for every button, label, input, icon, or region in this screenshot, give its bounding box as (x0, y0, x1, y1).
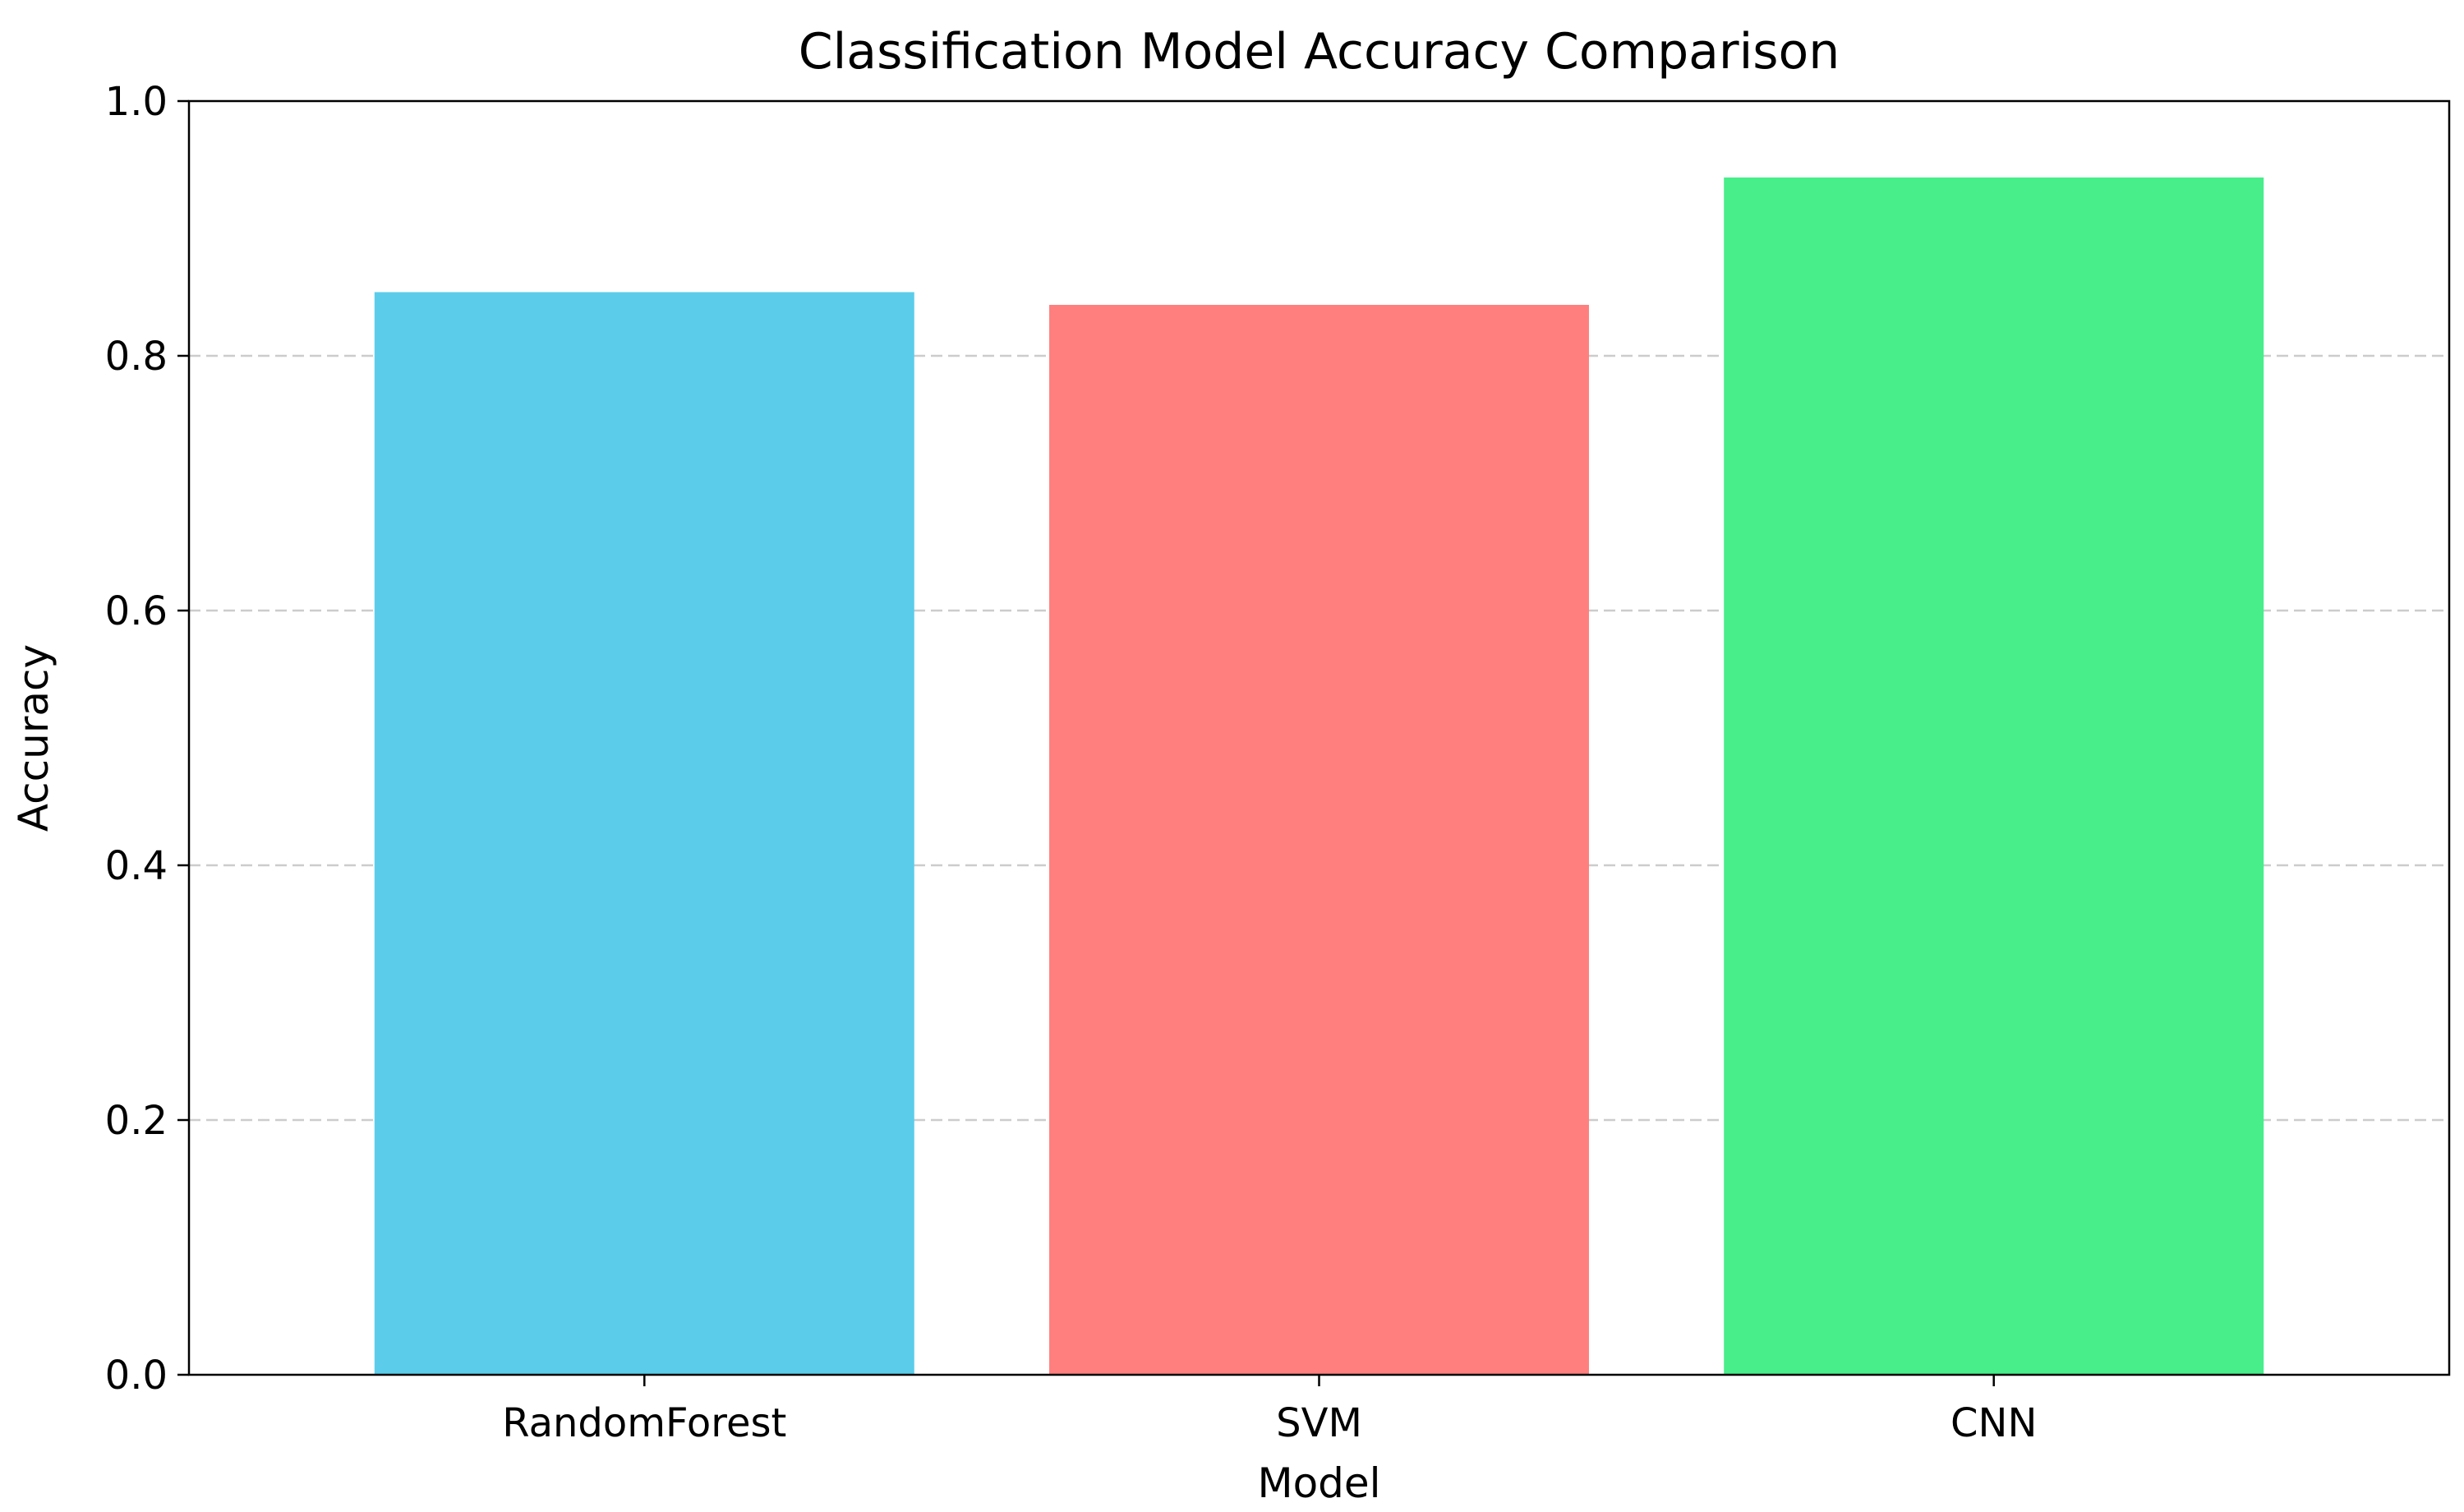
bar-svm (1049, 305, 1589, 1375)
x-tick-label: CNN (1950, 1400, 2037, 1446)
chart-title: Classification Model Accuracy Comparison (799, 23, 1840, 81)
x-tick-label: RandomForest (502, 1400, 786, 1446)
bar-cnn (1724, 177, 2264, 1375)
y-axis-ticks: 0.0 0.2 0.4 0.6 0.8 1.0 (105, 79, 189, 1399)
x-axis-ticks: RandomForest SVM CNN (502, 1375, 2037, 1446)
y-tick-label: 0.0 (105, 1353, 168, 1399)
y-axis-title: Accuracy (10, 644, 58, 832)
x-axis-title: Model (1257, 1459, 1380, 1507)
y-tick-label: 0.4 (105, 843, 168, 889)
bars (374, 177, 2264, 1375)
bar-randomforest (374, 292, 914, 1375)
y-tick-label: 0.6 (105, 588, 168, 634)
y-tick-label: 0.8 (105, 334, 168, 380)
y-tick-label: 0.2 (105, 1098, 168, 1144)
x-tick-label: SVM (1276, 1400, 1362, 1446)
y-tick-label: 1.0 (105, 79, 168, 125)
